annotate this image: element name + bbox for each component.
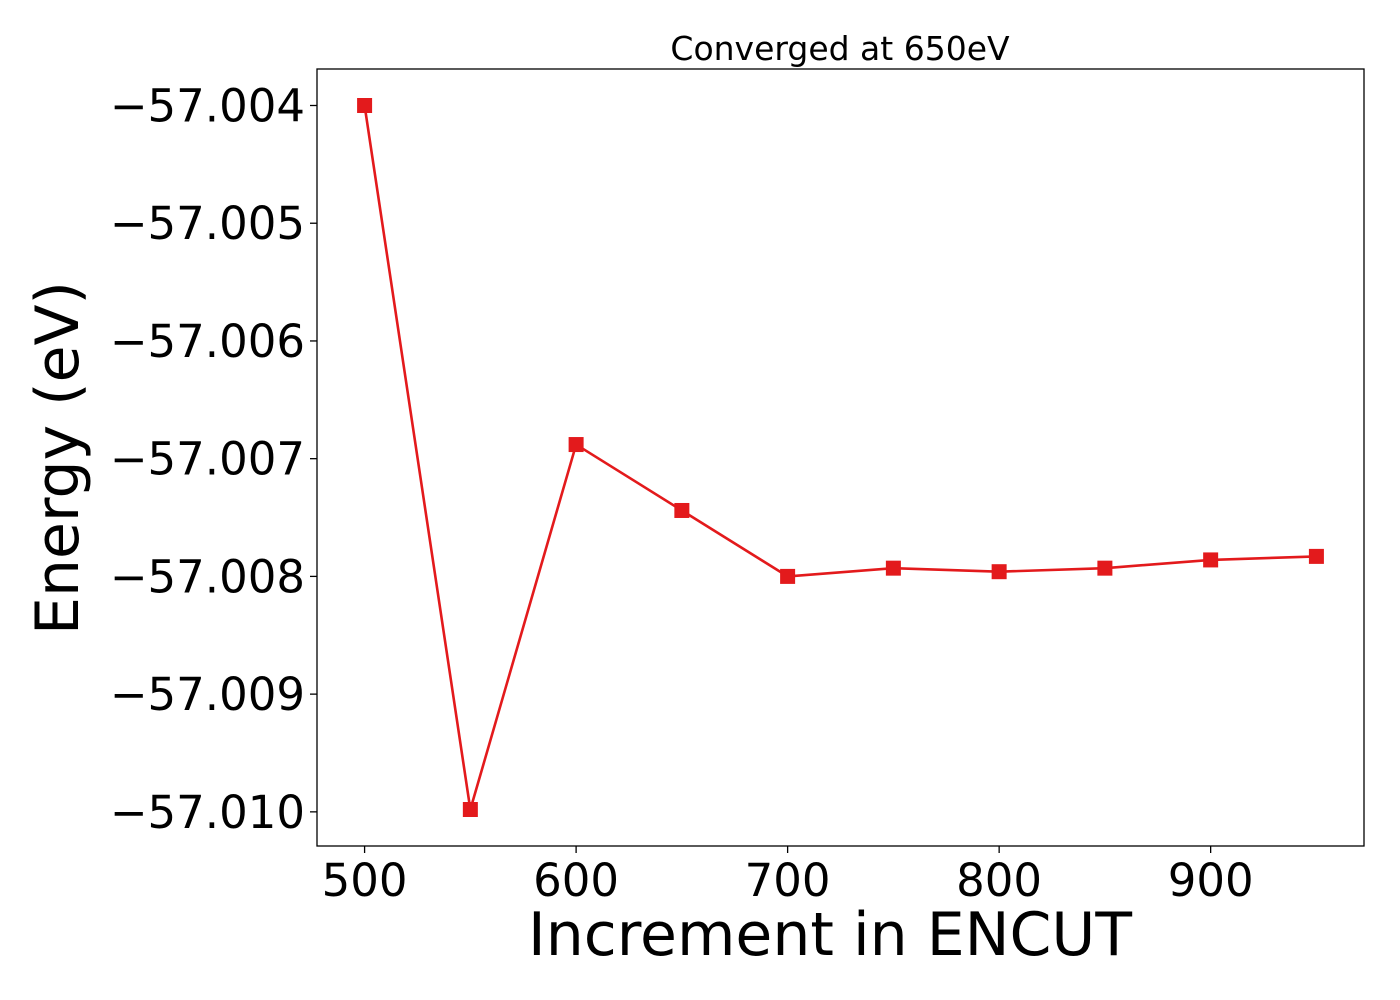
y-axis-label: Energy (eV) bbox=[23, 281, 93, 635]
data-point-marker bbox=[1203, 552, 1219, 568]
x-axis-label: Increment in ENCUT bbox=[528, 900, 1132, 970]
x-tick-label: 700 bbox=[745, 854, 831, 907]
x-tick-label: 500 bbox=[322, 854, 408, 907]
y-axis-ticks: −57.004 −57.005 −57.006 −57.007 −57.008 −57.0… bbox=[110, 79, 317, 839]
data-point-marker bbox=[1308, 548, 1324, 564]
data-point-marker bbox=[991, 564, 1007, 580]
data-point-marker bbox=[780, 568, 796, 584]
y-tick-label: −57.010 bbox=[110, 786, 305, 839]
data-point-marker bbox=[885, 560, 901, 576]
series-line bbox=[363, 105, 1317, 811]
x-tick-label: 900 bbox=[1168, 854, 1254, 907]
series-layer bbox=[357, 98, 1324, 817]
y-tick-label: −57.004 bbox=[110, 79, 305, 132]
y-tick-label: −57.005 bbox=[110, 197, 305, 250]
y-tick-label: −57.007 bbox=[110, 433, 305, 486]
y-tick-label: −57.006 bbox=[110, 315, 305, 368]
data-point-marker bbox=[674, 502, 690, 518]
x-tick-label: 800 bbox=[956, 854, 1042, 907]
x-tick-label: 600 bbox=[533, 854, 619, 907]
data-point-marker bbox=[357, 98, 373, 113]
data-point-marker bbox=[1097, 560, 1113, 576]
data-point-marker bbox=[568, 437, 584, 453]
plot-frame bbox=[316, 68, 1365, 847]
y-tick-label: −57.008 bbox=[110, 550, 305, 603]
x-axis-ticks: 500 600 700 800 900 bbox=[322, 846, 1254, 907]
y-tick-label: −57.009 bbox=[110, 668, 305, 721]
data-point-marker bbox=[462, 802, 478, 817]
chart-title: Converged at 650eV bbox=[670, 29, 1010, 68]
